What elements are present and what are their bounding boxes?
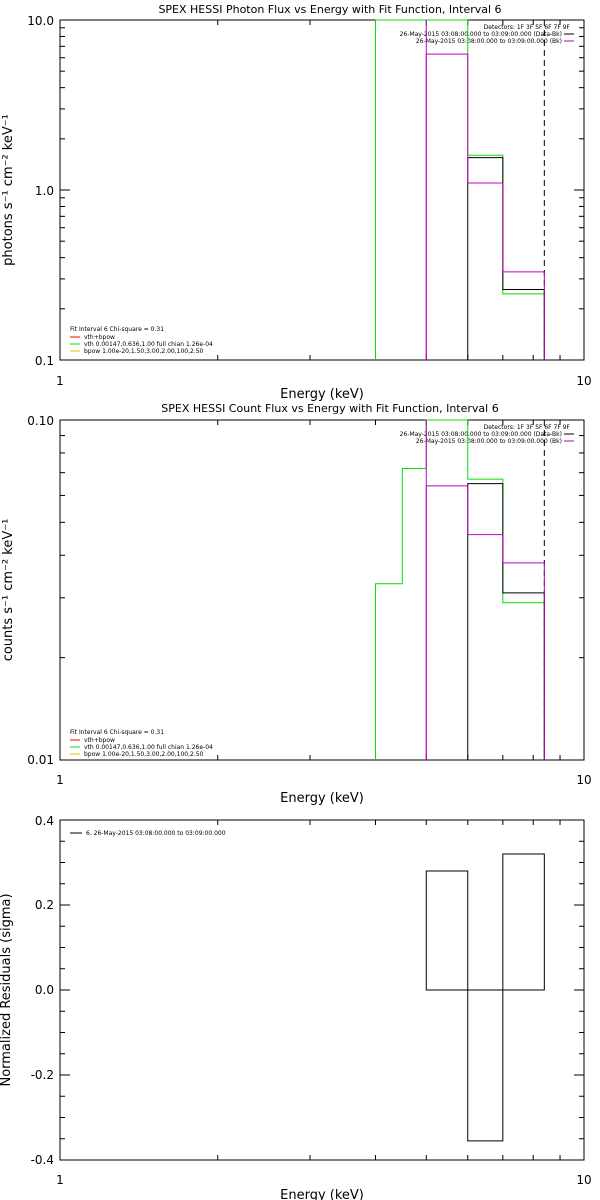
legend-data-bk: 26-May-2015 03:08:00.000 to 03:09:00.000… [400,431,562,438]
legend-vth: vth 0.00147,0.636,1.00 full chian 1.26e-… [84,744,213,751]
panel3-xlabel: Energy (keV) [280,1188,364,1200]
bk-step-series [425,53,545,360]
panel1-ylabel: photons s⁻¹ cm⁻² keV⁻¹ [1,114,16,266]
count-flux-panel: SPEX HESSI Count Flux vs Energy with Fit… [1,402,592,806]
legend-residual: 6. 26-May-2015 03:08:00.000 to 03:09:00.… [86,830,226,837]
panel1-ytick-label-1.0: 1.0 [35,184,54,198]
legend-fit-interval: Fit Interval 6 Chi-square = 0.31 [70,729,164,736]
panel3-xtick-label-1: 1 [56,1173,64,1187]
panel3-ytick-label-0.2: 0.2 [35,898,54,912]
residual-bar [425,870,469,991]
panel2-ytick-label-0.01: 0.01 [27,753,54,767]
panel3-legend: 6. 26-May-2015 03:08:00.000 to 03:09:00.… [70,830,226,837]
data-step-series [467,157,545,360]
legend-vth: vth 0.00147,0.636,1.00 full chian 1.26e-… [84,341,213,348]
legend-detectors: Detectors: 1F 3F 5F 6F 7F 9F [484,424,571,431]
panel2-xlabel: Energy (keV) [280,791,364,806]
bk-step-series [425,485,545,760]
legend-detectors: Detectors: 1F 3F 5F 6F 7F 9F [484,24,571,31]
vth-step-series [374,19,545,360]
panel1-xlabel: Energy (keV) [280,387,364,402]
panel3-ytick-label--0.4: -0.4 [31,1153,54,1167]
panel3-plot-marks [59,819,585,1161]
legend-bpow: bpow 1.00e-20,1.50,3.00,2.00,100,2.50 [84,348,204,355]
panel2-plot-marks [59,419,585,761]
panel2-xtick-label-10: 10 [576,773,591,787]
panel1-frame [59,19,585,361]
panel2-frame [59,419,585,761]
panel1-legend-topright: Detectors: 1F 3F 5F 6F 7F 9F 26-May-2015… [400,24,574,45]
panel3-ytick-label--0.2: -0.2 [31,1068,54,1082]
panel2-ytick-label-0.10: 0.10 [27,414,54,428]
panel1-plot-marks [59,19,585,361]
legend-fit-interval: Fit Interval 6 Chi-square = 0.31 [70,326,164,333]
legend-bk: 26-May-2015 03:08:00.000 to 03:09:00.000… [416,438,562,445]
panel3-ytick-label-0.0: 0.0 [35,983,54,997]
legend-model: vth+bpow [84,334,115,341]
panel1-xtick-label-1: 1 [56,374,64,388]
panel1-legend-bottomleft: Fit Interval 6 Chi-square = 0.31 vth+bpo… [70,326,213,355]
panel2-legend-topright: Detectors: 1F 3F 5F 6F 7F 9F 26-May-2015… [400,424,574,445]
panel2-legend-bottomleft: Fit Interval 6 Chi-square = 0.31 vth+bpo… [70,729,213,758]
residual-bar [467,989,504,1142]
legend-bk: 26-May-2015 03:08:00.000 to 03:09:00.000… [416,38,562,45]
panel2-ylabel: counts s⁻¹ cm⁻² keV⁻¹ [1,519,16,662]
legend-model: vth+bpow [84,737,115,744]
panel1-ytick-label-0.1: 0.1 [35,354,54,368]
panel1-title: SPEX HESSI Photon Flux vs Energy with Fi… [158,3,501,16]
panel2-xtick-label-1: 1 [56,773,64,787]
panel3-ytick-label-0.4: 0.4 [35,814,54,828]
residual-bar [502,853,545,991]
panel3-xtick-label-10: 10 [576,1173,591,1187]
legend-data-bk: 26-May-2015 03:08:00.000 to 03:09:00.000… [400,31,562,38]
panel1-ytick-label-10.0: 10.0 [27,14,54,28]
vth-step-series [374,419,545,760]
panel2-title: SPEX HESSI Count Flux vs Energy with Fit… [161,402,498,415]
data-step-series [467,483,545,760]
residuals-panel: Energy (keV) Normalized Residuals (sigma… [0,814,592,1200]
legend-bpow: bpow 1.00e-20,1.50,3.00,2.00,100,2.50 [84,751,204,758]
photon-flux-panel: SPEX HESSI Photon Flux vs Energy with Fi… [1,3,592,402]
panel3-ylabel: Normalized Residuals (sigma) [0,893,14,1086]
panel1-xtick-label-10: 10 [576,374,591,388]
